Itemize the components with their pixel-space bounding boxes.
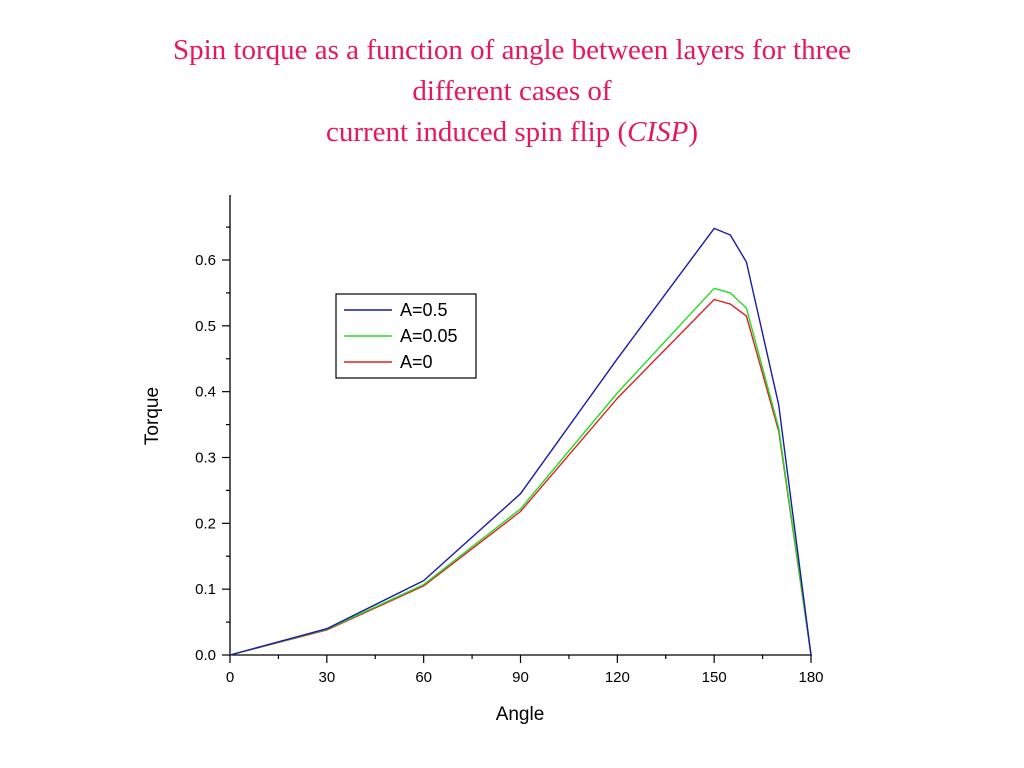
x-tick-label: 150 [702,669,727,686]
x-tick-label: 120 [605,669,630,686]
series-line-a-0-05 [229,287,812,656]
series-line-a-0-5 [229,227,812,656]
y-tick-label: 0.5 [195,318,216,335]
chart-title-line-2: different cases of [412,75,612,107]
chart-title-line-1: Spin torque as a function of angle betwe… [172,34,852,66]
y-tick-label: 0.0 [195,647,216,664]
chart-title-suffix: ) [688,116,699,148]
series-line-a-0 [229,298,812,656]
chart-title-acronym: CISP [627,116,689,148]
legend-label: A=0.05 [400,326,458,346]
y-tick-label: 0.6 [195,252,216,269]
x-tick-label: 180 [798,669,823,686]
x-tick-label: 60 [415,669,432,686]
y-axis-title: Torque [142,387,163,445]
chart-title-line-3-text: current induced spin flip ( [325,116,628,148]
x-axis-title: Angle [496,704,545,725]
x-tick-label: 30 [318,669,335,686]
chart-title: Spin torque as a function of angle betwe… [0,30,1024,153]
y-tick-label: 0.4 [195,384,216,401]
series-group [229,227,812,656]
y-tick-label: 0.2 [195,515,216,532]
chart-title-line-3: current induced spin flip (CISP) [0,112,1024,153]
legend-label: A=0.5 [400,300,448,320]
axes: 0 30 60 90 120 150 180 0.0 0.1 0.2 0.3 0.4 0.5 0.6 [195,195,824,686]
y-tick-label: 0.1 [195,581,216,598]
legend-label: A=0 [400,352,433,372]
x-tick-label: 0 [226,669,234,686]
legend: A=0.5 A=0.05 A=0 [335,293,477,379]
y-tick-label: 0.3 [195,450,216,467]
x-tick-label: 90 [512,669,529,686]
